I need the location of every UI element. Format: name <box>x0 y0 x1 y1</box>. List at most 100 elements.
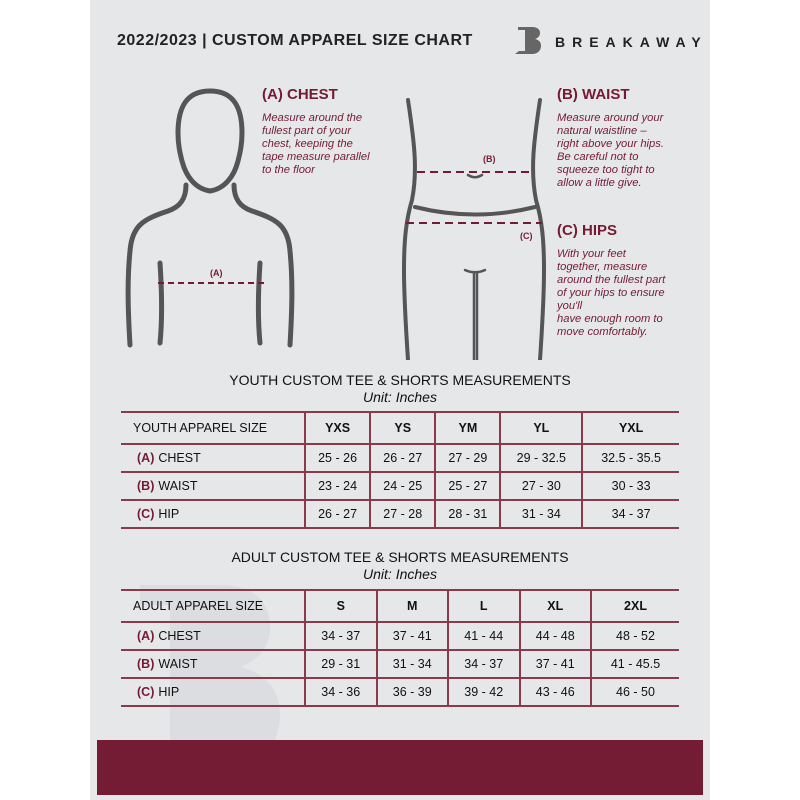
measurement-name: HIP <box>158 507 180 521</box>
measurement-letter: (A) <box>137 451 155 465</box>
youth-unit: Unit: Inches <box>363 389 437 405</box>
desc-line: right above your hips. <box>557 138 664 150</box>
desc-line: of your hips to ensure <box>557 287 665 299</box>
chest-figure-illustration <box>125 88 295 348</box>
measurement-value-cell: 41 - 45.5 <box>590 649 679 679</box>
measurement-value-cell: 30 - 33 <box>581 471 679 501</box>
measurement-letter: (B) <box>137 657 155 671</box>
desc-line: together, measure <box>557 261 648 273</box>
measurement-name: CHEST <box>158 451 201 465</box>
desc-line: to the floor <box>262 164 315 176</box>
size-header-cell: YXL <box>581 411 679 445</box>
desc-line: natural waistline – <box>557 125 647 137</box>
measurement-name-cell: (C) HIP <box>121 677 305 707</box>
measurement-name: WAIST <box>158 657 198 671</box>
measurement-name-cell: (B) WAIST <box>121 649 305 679</box>
measurement-value-cell: 34 - 37 <box>581 499 679 529</box>
measurement-value-cell: 25 - 26 <box>303 443 371 473</box>
measurement-name: HIP <box>158 685 180 699</box>
table-row: (C) HIP 26 - 27 27 - 28 28 - 31 31 - 34 34 - 3… <box>121 499 679 529</box>
brand-name: BREAKAWAY <box>555 34 708 50</box>
measurement-letter: (B) <box>137 479 155 493</box>
measurement-name-cell: (B) WAIST <box>121 471 305 501</box>
size-label-cell: YOUTH APPAREL SIZE <box>121 411 305 445</box>
measurement-value-cell: 41 - 44 <box>447 621 520 651</box>
measurement-value-cell: 29 - 32.5 <box>499 443 583 473</box>
measurement-value-cell: 44 - 48 <box>518 621 591 651</box>
table-row: (A) CHEST 25 - 26 26 - 27 27 - 29 29 - 32.5 32… <box>121 443 679 473</box>
measurement-value-cell: 32.5 - 35.5 <box>581 443 679 473</box>
desc-line: Measure around your <box>557 112 664 124</box>
measurement-letter: (C) <box>137 685 155 699</box>
size-header-cell: YXS <box>303 411 371 445</box>
desc-line: Measure around the <box>262 112 363 124</box>
measurement-value-cell: 24 - 25 <box>369 471 436 501</box>
measurement-value-cell: 34 - 37 <box>304 621 377 651</box>
waist-heading: (B) WAIST <box>557 86 630 103</box>
chest-marker-label: (A) <box>210 268 223 278</box>
measurement-value-cell: 23 - 24 <box>303 471 371 501</box>
measurement-value-cell: 37 - 41 <box>375 621 448 651</box>
size-header-cell: L <box>447 589 520 623</box>
size-header-cell: XL <box>518 589 591 623</box>
table-row: (B) WAIST 23 - 24 24 - 25 25 - 27 27 - 30 30 -… <box>121 471 679 501</box>
waist-hips-figure-illustration <box>401 98 547 360</box>
measurement-value-cell: 27 - 29 <box>434 443 501 473</box>
desc-line: around the fullest part <box>557 274 666 286</box>
measurement-value-cell: 31 - 34 <box>499 499 583 529</box>
desc-line: fullest part of your <box>262 125 351 137</box>
adult-table-title: ADULT CUSTOM TEE & SHORTS MEASUREMENTS <box>231 549 569 565</box>
desc-line: have enough room to <box>557 313 663 325</box>
desc-line: squeeze too tight to <box>557 164 655 176</box>
table-row: (B) WAIST 29 - 31 31 - 34 34 - 37 37 - 41 41 -… <box>121 649 679 679</box>
size-header-cell: 2XL <box>590 589 679 623</box>
measurement-value-cell: 27 - 30 <box>499 471 583 501</box>
hips-description: With your feet together, measure around th… <box>557 248 665 339</box>
measurement-value-cell: 37 - 41 <box>518 649 591 679</box>
desc-line: move comfortably. <box>557 326 648 338</box>
table-row: (A) CHEST 34 - 37 37 - 41 41 - 44 44 - 48 48 -… <box>121 621 679 651</box>
size-header-cell: M <box>375 589 448 623</box>
desc-line: allow a little give. <box>557 177 642 189</box>
measurement-value-cell: 31 - 34 <box>375 649 448 679</box>
waist-marker-label: (B) <box>483 154 496 164</box>
measurement-value-cell: 34 - 36 <box>304 677 377 707</box>
youth-size-table: YOUTH APPAREL SIZE YXS YS YM YL YXL (A) CHEST 25… <box>121 411 679 529</box>
measurement-value-cell: 46 - 50 <box>590 677 679 707</box>
table-header-row: YOUTH APPAREL SIZE YXS YS YM YL YXL <box>121 411 679 445</box>
measurement-value-cell: 36 - 39 <box>375 677 448 707</box>
table-row: (C) HIP 34 - 36 36 - 39 39 - 42 43 - 46 46 - 5… <box>121 677 679 707</box>
size-header-cell: YM <box>434 411 501 445</box>
desc-line: you'll <box>557 300 583 312</box>
measurement-value-cell: 28 - 31 <box>434 499 501 529</box>
measurement-value-cell: 29 - 31 <box>304 649 377 679</box>
desc-line: Be careful not to <box>557 151 639 163</box>
measurement-value-cell: 48 - 52 <box>590 621 679 651</box>
page-title: 2022/2023 | CUSTOM APPAREL SIZE CHART <box>117 32 473 49</box>
chest-description: Measure around the fullest part of your ch… <box>262 112 370 177</box>
hips-heading: (C) HIPS <box>557 222 617 239</box>
adult-unit: Unit: Inches <box>363 566 437 582</box>
youth-table-title: YOUTH CUSTOM TEE & SHORTS MEASUREMENTS <box>229 372 571 388</box>
measurement-name: WAIST <box>158 479 198 493</box>
measurement-value-cell: 26 - 27 <box>369 443 436 473</box>
measurement-name: CHEST <box>158 629 201 643</box>
table-header-row: ADULT APPAREL SIZE S M L XL 2XL <box>121 589 679 623</box>
desc-line: With your feet <box>557 248 626 260</box>
measurement-value-cell: 43 - 46 <box>518 677 591 707</box>
measurement-letter: (A) <box>137 629 155 643</box>
chest-heading: (A) CHEST <box>262 86 338 103</box>
desc-line: chest, keeping the <box>262 138 353 150</box>
size-header-cell: YS <box>369 411 436 445</box>
desc-line: tape measure parallel <box>262 151 370 163</box>
measurement-value-cell: 27 - 28 <box>369 499 436 529</box>
measurement-name-cell: (A) CHEST <box>121 621 305 651</box>
size-header-cell: S <box>304 589 377 623</box>
measurement-letter: (C) <box>137 507 155 521</box>
size-label-cell: ADULT APPAREL SIZE <box>121 589 305 623</box>
measurement-value-cell: 34 - 37 <box>447 649 520 679</box>
measurement-value-cell: 26 - 27 <box>303 499 371 529</box>
measurement-value-cell: 25 - 27 <box>434 471 501 501</box>
measurement-value-cell: 39 - 42 <box>447 677 520 707</box>
hips-marker-label: (C) <box>520 231 533 241</box>
